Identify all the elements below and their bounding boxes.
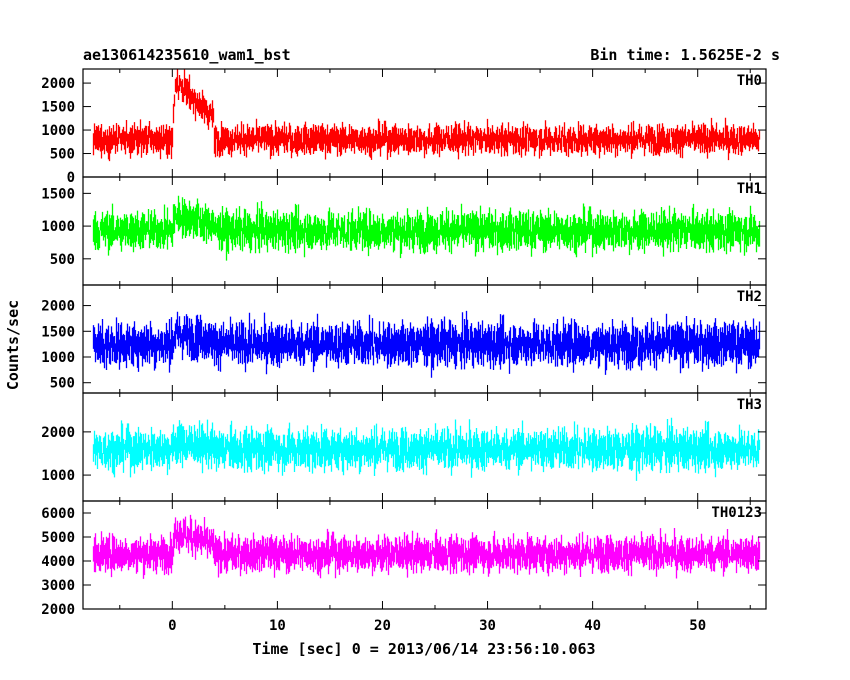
y-tick-label: 500 xyxy=(50,376,75,392)
y-tick-label: 3000 xyxy=(41,578,75,594)
bin-time-label: Bin time: 1.5625E-2 s xyxy=(590,46,780,64)
x-tick-label: 20 xyxy=(374,618,391,634)
panel-th1: 500 1000 1500 TH1 xyxy=(41,176,767,286)
x-tick-label: 0 xyxy=(168,618,176,634)
x-axis-label: Time [sec] 0 = 2013/06/14 23:56:10.063 xyxy=(252,640,595,658)
y-tick-label: 1000 xyxy=(41,219,75,235)
y-tick-label: 2000 xyxy=(41,425,75,441)
series-th1-curve xyxy=(92,195,761,261)
y-tick-label: 5000 xyxy=(41,530,75,546)
series-th3-curve xyxy=(92,417,761,481)
y-tick-label: 4000 xyxy=(41,554,75,570)
y-tick-label: 1000 xyxy=(41,468,75,484)
series-th0-curve xyxy=(92,69,761,162)
y-tick-label: 0 xyxy=(67,170,75,186)
y-tick-label: 1000 xyxy=(41,350,75,366)
x-tick-label: 30 xyxy=(479,618,496,634)
panel-label: TH0123 xyxy=(711,505,762,521)
panel-th2: 500 1000 1500 2000 TH2 xyxy=(41,284,767,394)
y-tick-label: 500 xyxy=(50,147,75,163)
y-tick-label: 1500 xyxy=(41,324,75,340)
panel-label: TH1 xyxy=(737,181,762,197)
y-tick-label: 2000 xyxy=(41,76,75,92)
panel-th0123: 2000 3000 4000 5000 6000 TH0123 0 10 20 30 40 50 xyxy=(41,500,767,634)
panel-label: TH3 xyxy=(737,397,762,413)
y-tick-label: 2000 xyxy=(41,602,75,618)
y-axis-label: Counts/sec xyxy=(4,300,22,390)
panel-frame xyxy=(82,500,767,610)
x-tick-label: 10 xyxy=(269,618,286,634)
series-th2-curve xyxy=(92,310,761,378)
series-th0123-curve xyxy=(92,514,761,579)
y-tick-label: 1500 xyxy=(41,186,75,202)
plot-title: ae130614235610_wam1_bst xyxy=(83,46,291,64)
x-tick-label: 50 xyxy=(689,618,706,634)
x-tick-label: 40 xyxy=(584,618,601,634)
y-tick-label: 2000 xyxy=(41,299,75,315)
panel-label: TH2 xyxy=(737,289,762,305)
y-tick-label: 1500 xyxy=(41,100,75,116)
y-tick-label: 6000 xyxy=(41,506,75,522)
y-tick-label: 500 xyxy=(50,252,75,268)
panel-th0: 0 500 1000 1500 2000 TH0 xyxy=(41,68,767,186)
panel-label: TH0 xyxy=(737,73,762,89)
panel-th3: 1000 2000 TH3 xyxy=(41,392,767,502)
y-tick-label: 1000 xyxy=(41,123,75,139)
